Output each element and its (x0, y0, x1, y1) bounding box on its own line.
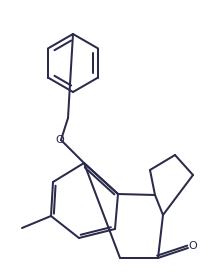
Text: O: O (56, 135, 64, 145)
Text: O: O (189, 241, 197, 251)
